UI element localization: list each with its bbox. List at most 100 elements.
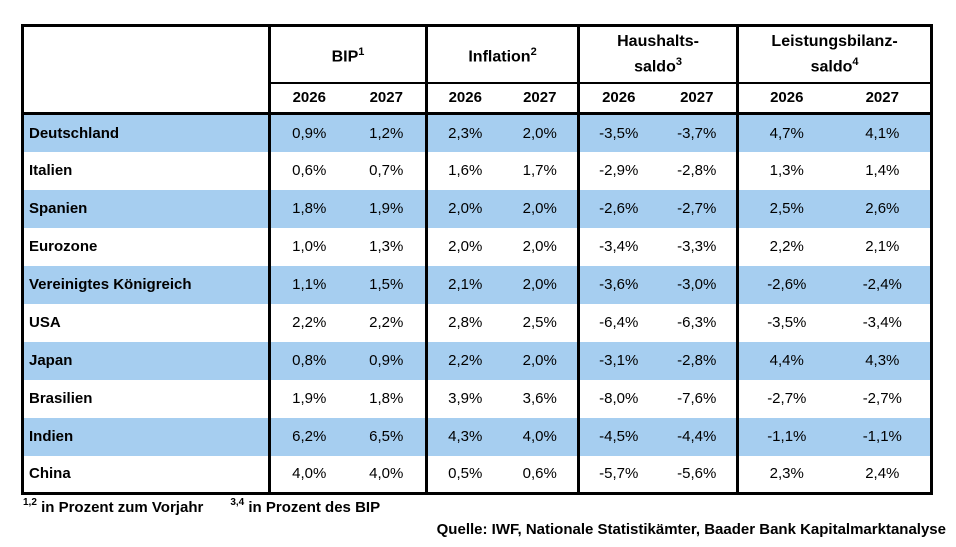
value-cell: 3,9% xyxy=(425,379,503,418)
value-cell: 1,6% xyxy=(425,151,503,190)
table-row: Deutschland 0,9% 1,2% 2,3% 2,0% -3,5% -3… xyxy=(22,113,932,152)
value-cell: -3,4% xyxy=(577,227,658,266)
value-cell: -3,4% xyxy=(862,314,902,331)
table-row: Japan 0,8% 0,9% 2,2% 2,0% -3,1% -2,8% 4,… xyxy=(22,341,932,380)
value-cell: -2,4% xyxy=(862,276,902,293)
value-cell: -1,1% xyxy=(862,428,902,445)
table-row: USA 2,2% 2,2% 2,8% 2,5% -6,4% -6,3% -3,5… xyxy=(23,303,932,342)
value-cell: 4,0% xyxy=(522,428,557,445)
value-cell: 1,2% xyxy=(369,124,404,142)
year-header: 2026 xyxy=(736,82,835,115)
footnote-text: in Prozent zum Vorjahr xyxy=(36,499,204,516)
value-cell: -4,5% xyxy=(577,417,658,456)
footnote-percent-gdp: 3,4 in Prozent des BIP xyxy=(230,497,381,516)
value-cell: -2,6% xyxy=(577,189,658,228)
value-cell: 4,1% xyxy=(865,124,900,142)
value-cell: 2,4% xyxy=(865,465,900,483)
value-cell: 2,2% xyxy=(425,341,503,380)
value-cell: -2,7% xyxy=(862,390,902,407)
column-group-label: Inflation xyxy=(468,47,531,65)
footnote-percent-yoy: 1,2 in Prozent zum Vorjahr xyxy=(23,497,204,516)
value-cell: -2,7% xyxy=(677,200,717,217)
value-cell: 2,2% xyxy=(268,303,348,342)
corner-cell xyxy=(22,25,271,115)
value-cell: 1,0% xyxy=(268,227,348,266)
value-cell: 2,0% xyxy=(425,227,503,266)
country-cell: Spanien xyxy=(29,200,88,217)
value-cell: 0,9% xyxy=(369,352,404,369)
group-header-row: BIP1 Inflation2 Haushalts- saldo3 Leistu… xyxy=(22,25,932,115)
value-cell: -5,6% xyxy=(677,465,717,483)
value-cell: -2,9% xyxy=(577,151,658,190)
value-cell: -6,4% xyxy=(577,303,658,342)
year-header: 2027 xyxy=(657,82,738,115)
column-group-leistungsbilanzsaldo: Leistungsbilanz- saldo4 xyxy=(736,25,932,84)
year-header: 2026 xyxy=(577,82,658,115)
forecast-table: BIP1 Inflation2 Haushalts- saldo3 Leistu… xyxy=(21,24,934,495)
value-cell: 2,2% xyxy=(369,314,404,331)
table-row: Indien 6,2% 6,5% 4,3% 4,0% -4,5% -4,4% -… xyxy=(22,417,932,456)
country-cell: Indien xyxy=(29,428,74,445)
value-cell: 4,4% xyxy=(736,341,835,380)
value-cell: -2,8% xyxy=(677,162,717,179)
value-cell: 0,7% xyxy=(369,162,404,179)
value-cell: 0,6% xyxy=(522,465,557,483)
value-cell: 2,6% xyxy=(865,200,900,217)
year-header-row: 2026 2027 2026 2027 2026 2027 2026 2027 xyxy=(23,82,932,115)
value-cell: 6,2% xyxy=(268,417,348,456)
footnote-text: in Prozent des BIP xyxy=(244,499,381,516)
column-group-label: BIP xyxy=(331,47,359,65)
table-row: Eurozone 1,0% 1,3% 2,0% 2,0% -3,4% -3,3%… xyxy=(23,227,932,266)
value-cell: 3,6% xyxy=(522,390,557,407)
country-cell: Deutschland xyxy=(29,124,120,142)
table-row: Brasilien 1,9% 1,8% 3,9% 3,6% -8,0% -7,6… xyxy=(23,379,932,418)
value-cell: -2,8% xyxy=(677,352,717,369)
footnotes-line: 1,2 in Prozent zum Vorjahr 3,4 in Prozent… xyxy=(23,497,381,516)
value-cell: 2,2% xyxy=(736,227,835,266)
value-cell: 2,1% xyxy=(425,265,503,304)
value-cell: -3,7% xyxy=(677,124,717,142)
value-cell: 2,5% xyxy=(736,189,835,228)
footnote-mark: 1,2 xyxy=(23,497,37,508)
value-cell: 0,6% xyxy=(268,151,348,190)
year-header: 2027 xyxy=(502,82,579,115)
value-cell: 2,0% xyxy=(425,189,503,228)
footnote-mark: 2 xyxy=(530,45,537,58)
value-cell: -3,1% xyxy=(577,341,658,380)
value-cell: -1,1% xyxy=(736,417,835,456)
value-cell: -4,4% xyxy=(677,428,717,445)
column-group-label: saldo xyxy=(810,58,853,76)
year-header: 2027 xyxy=(347,82,427,115)
value-cell: 4,3% xyxy=(865,352,900,369)
year-header: 2027 xyxy=(834,82,932,115)
value-cell: 2,0% xyxy=(522,200,557,217)
column-group-label: saldo xyxy=(634,58,676,76)
value-cell: 1,8% xyxy=(268,189,348,228)
column-group-label: Haushalts- xyxy=(617,33,699,51)
value-cell: 2,0% xyxy=(522,276,557,293)
value-cell: -6,3% xyxy=(677,314,717,331)
column-group-label: Leistungsbilanz- xyxy=(771,33,898,51)
value-cell: 2,8% xyxy=(425,303,503,342)
column-group-bip: BIP1 xyxy=(267,25,427,84)
value-cell: -8,0% xyxy=(577,379,658,418)
value-cell: 1,3% xyxy=(369,238,404,255)
value-cell: 2,0% xyxy=(522,352,557,369)
value-cell: 2,0% xyxy=(522,238,557,255)
value-cell: -3,0% xyxy=(677,276,717,293)
value-cell: -3,5% xyxy=(736,303,835,342)
value-cell: -2,7% xyxy=(736,379,835,418)
value-cell: 1,4% xyxy=(865,162,900,179)
footnote-mark: 4 xyxy=(852,56,859,69)
value-cell: 6,5% xyxy=(369,428,404,445)
table-row: Spanien 1,8% 1,9% 2,0% 2,0% -2,6% -2,7% … xyxy=(22,189,932,228)
country-cell: China xyxy=(29,465,71,483)
country-cell: Italien xyxy=(29,162,73,179)
value-cell: 1,5% xyxy=(369,276,404,293)
value-cell: -3,5% xyxy=(577,113,658,152)
value-cell: 1,7% xyxy=(522,162,557,179)
value-cell: 2,1% xyxy=(865,238,900,255)
year-header: 2026 xyxy=(268,82,348,115)
table-row: Italien 0,6% 0,7% 1,6% 1,7% -2,9% -2,8% … xyxy=(23,151,932,190)
